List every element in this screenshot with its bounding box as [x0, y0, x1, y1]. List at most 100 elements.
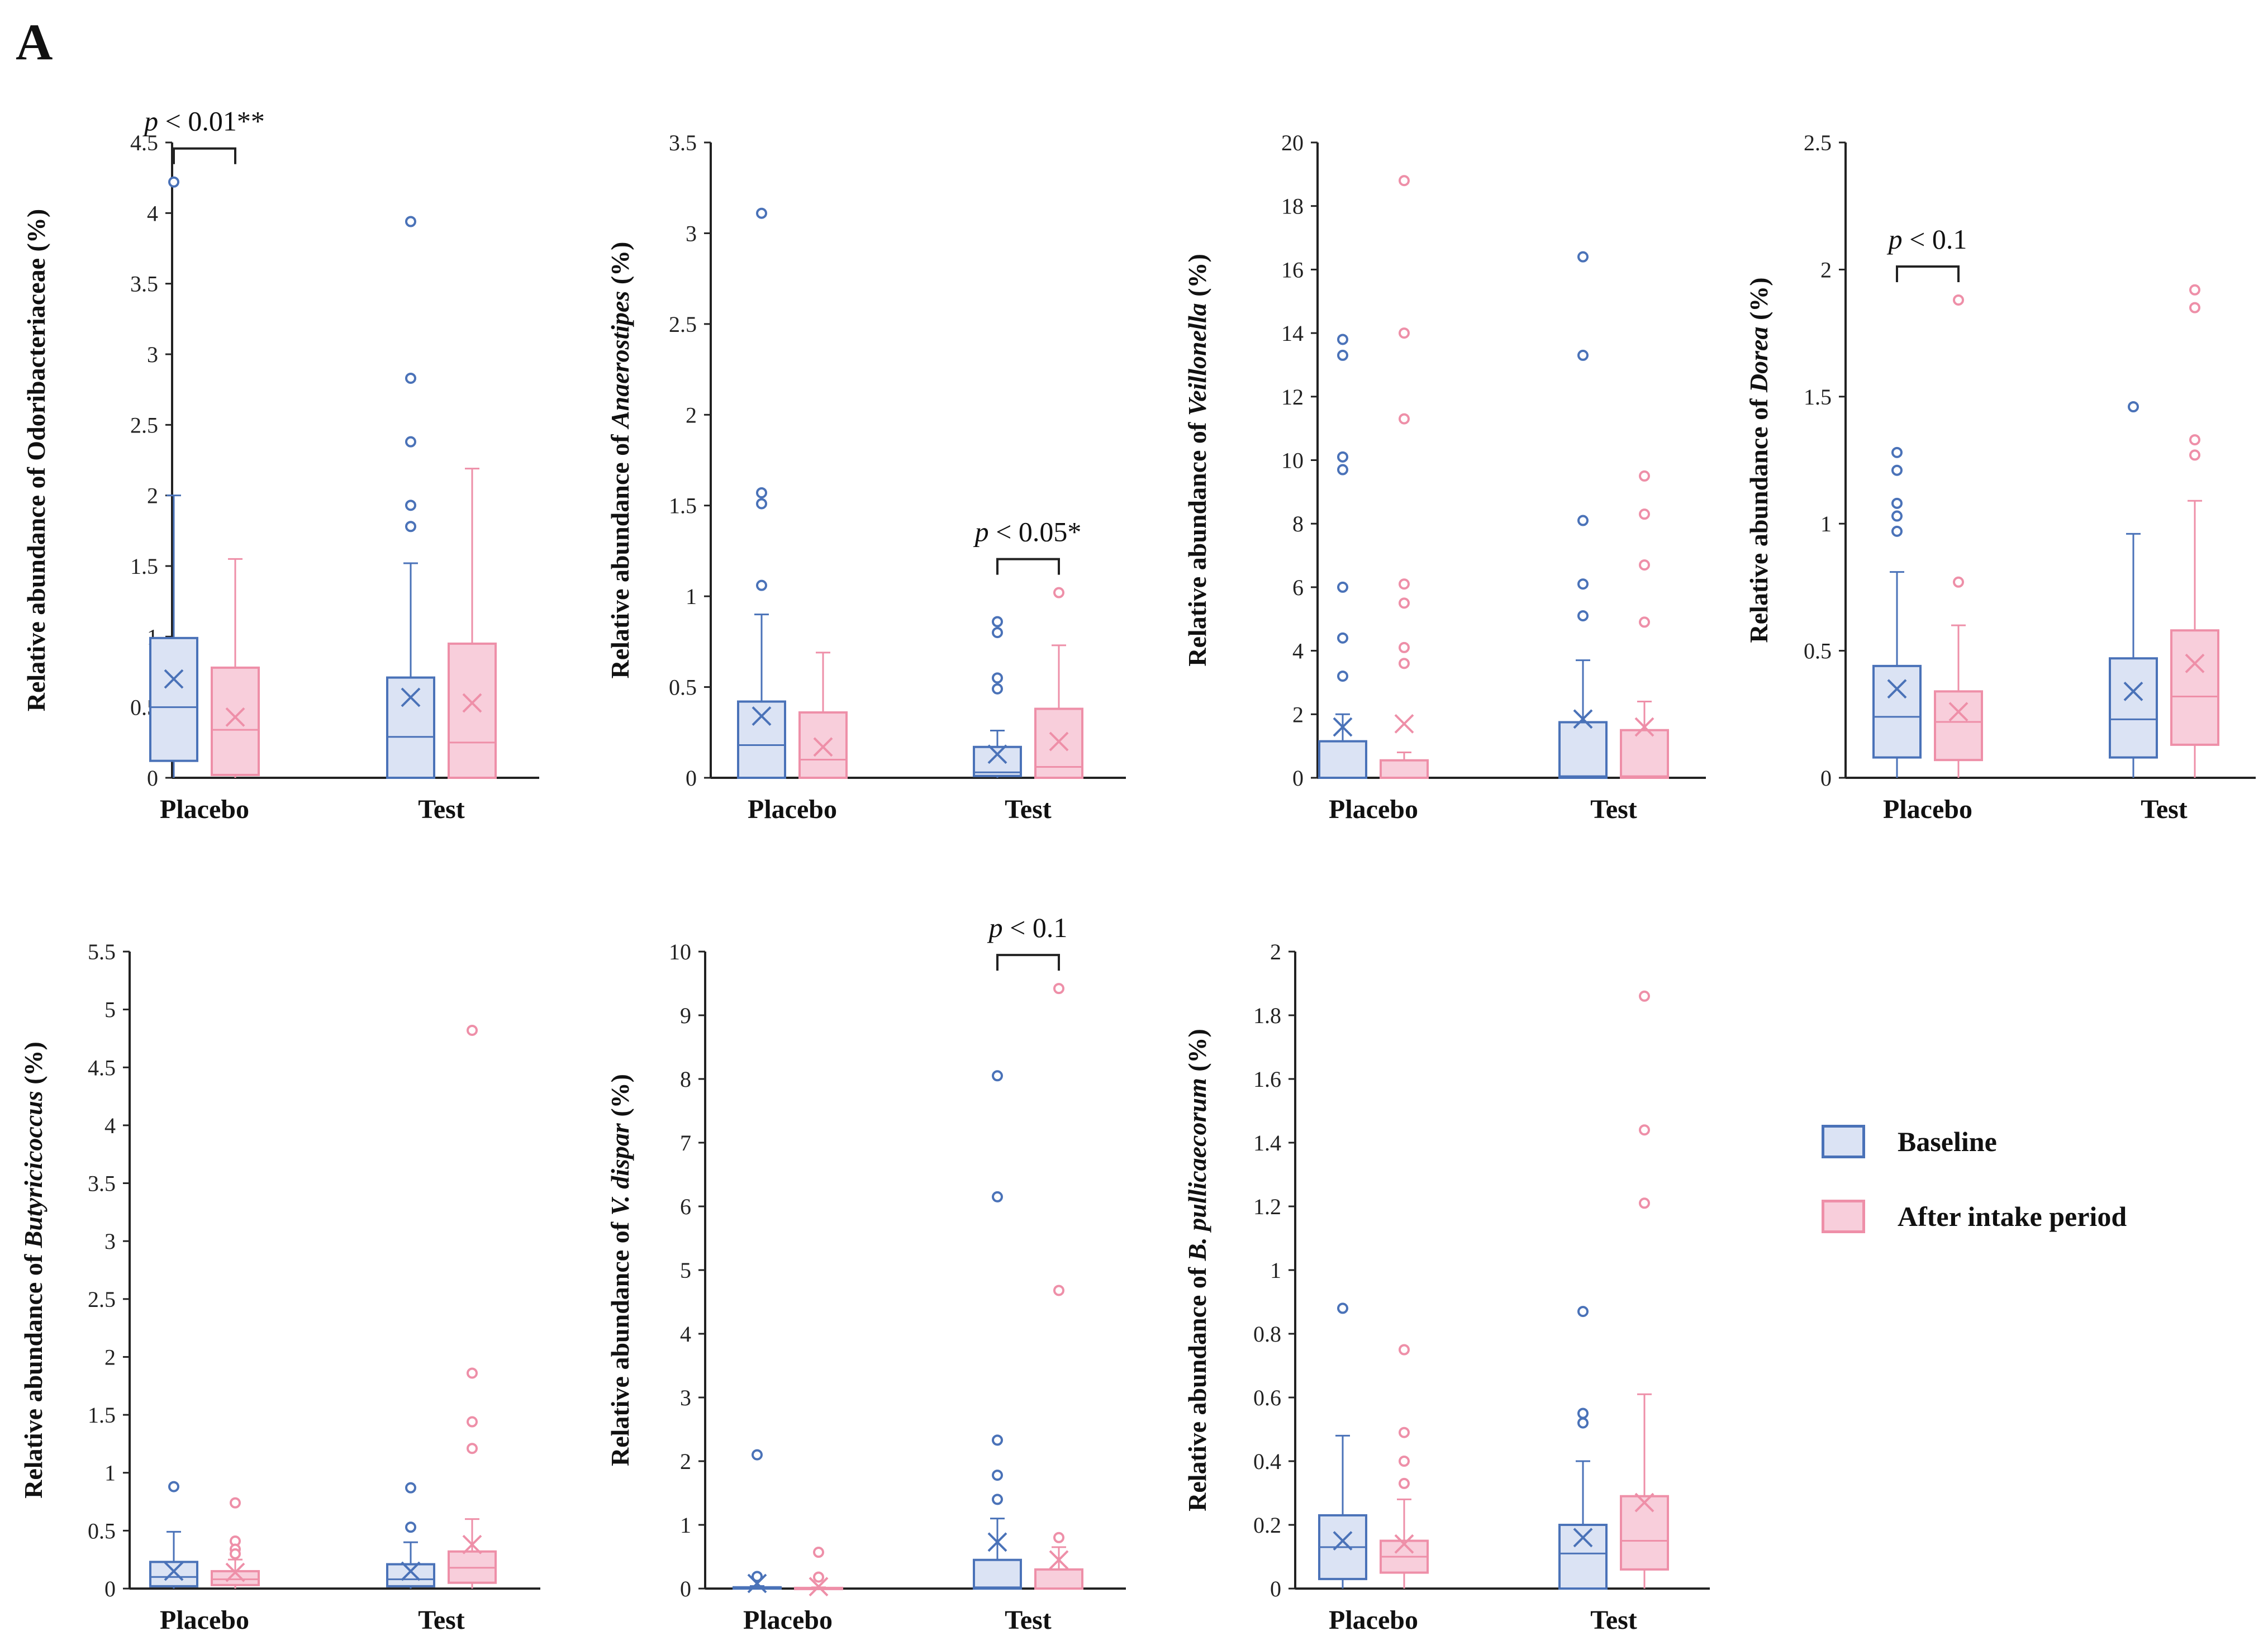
mean-marker	[225, 1562, 245, 1582]
y-axis-label-part: (%)	[1744, 277, 1773, 326]
outlier-point	[1953, 294, 1964, 306]
outlier-point	[405, 500, 416, 511]
outlier-point	[1891, 446, 1903, 458]
outlier-point	[756, 579, 767, 591]
significance-bracket	[1896, 265, 1960, 282]
y-tick-label: 0.4	[1253, 1449, 1281, 1474]
chart-panel-6: 0 1 2 3 4 5 6 7 8 9 10 Relative abundance of V. dis…	[606, 912, 1126, 1635]
box-iqr	[448, 642, 497, 779]
box-placebo-baseline	[737, 207, 786, 779]
legend-label-after-intake: After intake period	[1898, 1201, 2127, 1232]
outlier-point	[1577, 610, 1589, 622]
y-tick-label: 1	[1270, 1258, 1281, 1283]
mean-marker	[752, 706, 772, 726]
x-category-label: Placebo	[160, 1605, 249, 1635]
y-tick-label: 2.5	[669, 312, 697, 337]
y-axis-label: Relative abundance of Butyricicoccus (%)	[19, 1042, 47, 1499]
x-category-label: Placebo	[160, 795, 249, 824]
y-tick-label: 14	[1281, 321, 1304, 346]
outlier-point	[752, 1571, 763, 1582]
mean-marker	[164, 1561, 184, 1581]
box-iqr	[1872, 664, 1922, 759]
significance-label: p < 0.05*	[973, 516, 1082, 548]
y-axis-label-part: Relative abundance of Odoribacteriaceae …	[22, 209, 50, 711]
outlier-point	[168, 1481, 179, 1492]
box-test-baseline	[973, 616, 1022, 778]
box-iqr	[1558, 721, 1608, 779]
y-tick-label: 3	[680, 1385, 691, 1410]
outlier-point	[1399, 658, 1410, 669]
x-category-label: Placebo	[1883, 795, 1972, 824]
mean-marker	[225, 707, 245, 727]
outlier-point	[1399, 1477, 1410, 1489]
box-iqr	[2170, 629, 2219, 746]
mean-marker	[809, 1577, 829, 1596]
mean-marker	[813, 737, 833, 757]
box-iqr	[973, 1558, 1022, 1590]
chart-panel-5: 0 0.5 1 1.5 2 2.5 3 3.5 4 4.5 5 5.5 Relative abundan…	[19, 939, 540, 1635]
outlier-point	[752, 1449, 763, 1461]
chart-panel-4: 0 0.5 1 1.5 2 2.5 Relative abundance of Dorea …	[1744, 130, 2256, 824]
y-tick-label: 18	[1281, 194, 1304, 219]
outlier-point	[1891, 510, 1903, 522]
outlier-point	[1891, 497, 1903, 509]
mean-marker	[401, 1561, 421, 1581]
outlier-point	[1639, 470, 1650, 482]
box-test-baseline	[386, 216, 435, 779]
y-axis-label: Relative abundance of B. pullicaecorum (…	[1183, 1029, 1211, 1511]
outlier-point	[1577, 251, 1589, 263]
outlier-point	[1337, 1302, 1348, 1314]
mean-marker	[1573, 709, 1593, 729]
significance-annotation: p < 0.1	[1887, 224, 1967, 282]
box-placebo-baseline	[149, 1481, 198, 1589]
outlier-point	[467, 1024, 478, 1036]
y-tick-label: 3	[147, 342, 158, 367]
y-tick-label: 3	[104, 1229, 116, 1254]
y-tick-label: 0	[1292, 766, 1304, 791]
box-iqr	[211, 666, 260, 776]
box-test-baseline	[1558, 1306, 1608, 1590]
outlier-point	[1577, 515, 1589, 526]
mean-marker	[987, 744, 1007, 764]
chart-panel-3: 0 2 4 6 8 10 12 14 16 18 20 Relative abundance of V…	[1183, 130, 1706, 824]
outlier-point	[168, 176, 179, 188]
outlier-point	[405, 1522, 416, 1533]
box-placebo-after-intake	[1380, 1344, 1429, 1589]
outlier-point	[467, 1416, 478, 1428]
y-tick-label: 12	[1281, 384, 1304, 410]
outlier-point	[1337, 632, 1348, 644]
mean-marker	[1049, 731, 1069, 752]
y-tick-label: 4.5	[88, 1055, 116, 1080]
box-placebo-baseline	[733, 1449, 782, 1594]
box-placebo-after-intake	[1380, 175, 1429, 779]
box-test-after-intake	[448, 468, 497, 779]
outlier-point	[405, 372, 416, 384]
y-tick-label: 1.5	[669, 493, 697, 519]
y-axis-label-part: Relative abundance of	[19, 1248, 47, 1499]
box-placebo-after-intake	[211, 558, 260, 778]
x-category-label: Test	[2141, 795, 2188, 824]
outlier-point	[1399, 175, 1410, 187]
x-category-label: Test	[1590, 795, 1637, 824]
outlier-point	[813, 1571, 824, 1583]
y-axis-label: Relative abundance of Dorea (%)	[1744, 277, 1773, 643]
y-tick-label: 4.5	[130, 130, 158, 155]
y-tick-label: 3.5	[130, 272, 158, 297]
mean-marker	[1887, 679, 1907, 699]
outlier-point	[2128, 401, 2139, 412]
outlier-point	[467, 1443, 478, 1454]
y-tick-label: 2	[1270, 939, 1281, 964]
outlier-point	[1639, 1197, 1650, 1209]
y-axis-label-part: V. dispar	[606, 1123, 634, 1215]
outlier-point	[1639, 559, 1650, 571]
y-tick-label: 3	[686, 221, 697, 246]
y-tick-label: 0	[104, 1576, 116, 1601]
outlier-point	[992, 627, 1003, 639]
box-placebo-baseline	[1872, 446, 1922, 778]
y-tick-label: 2	[104, 1344, 116, 1370]
y-tick-label: 2.5	[1804, 130, 1832, 155]
panel-label: A	[16, 13, 53, 70]
outlier-point	[2189, 284, 2200, 296]
outlier-point	[1891, 525, 1903, 537]
